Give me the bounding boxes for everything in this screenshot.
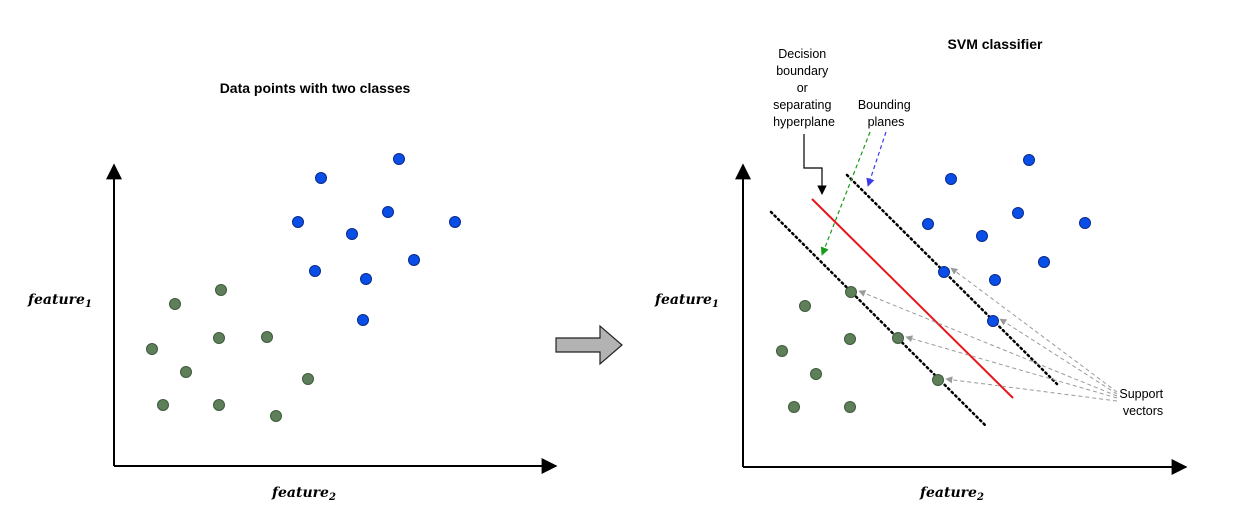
support-vector-pointers	[858, 267, 1118, 402]
support-vectors-label: Support vectors	[1119, 387, 1166, 418]
class-a-point	[357, 314, 369, 326]
bounding-plane-pointer-upper	[866, 131, 887, 187]
class-a-point	[346, 228, 358, 240]
class-b-point	[157, 399, 169, 411]
class-a-point	[393, 153, 405, 165]
left-axes	[106, 163, 558, 474]
class-a-point	[1023, 154, 1035, 166]
right-class-b-points	[776, 286, 944, 413]
class-a-point	[989, 274, 1001, 286]
right-x-axis-label: feature2	[919, 485, 984, 503]
class-a-point	[976, 230, 988, 242]
class-a-point	[408, 254, 420, 266]
class-b-point	[180, 366, 192, 378]
support-vector-pointer	[999, 318, 1118, 395]
class-a-point	[382, 206, 394, 218]
lower-bounding-plane	[769, 210, 988, 428]
support-vector-pointer	[945, 376, 1118, 402]
class-a-point	[1038, 256, 1050, 268]
class-a-point	[945, 173, 957, 185]
class-b-point	[169, 298, 181, 310]
class-a-point	[1079, 217, 1091, 229]
transform-arrow-icon	[555, 324, 623, 366]
support-vector-point	[987, 315, 999, 327]
class-a-point	[449, 216, 461, 228]
class-b-point	[844, 333, 856, 345]
right-panel-title: SVM classifier	[948, 36, 1043, 52]
right-axes	[735, 163, 1188, 475]
support-vector-point	[932, 374, 944, 386]
class-b-point	[270, 410, 282, 422]
upper-bounding-plane	[845, 173, 1059, 386]
class-b-point	[213, 332, 225, 344]
support-vector-pointer	[858, 290, 1118, 397]
right-class-a-points	[922, 154, 1091, 327]
class-b-point	[215, 284, 227, 296]
class-b-point	[844, 401, 856, 413]
left-y-axis-label: feature1	[27, 292, 92, 310]
right-panel: SVM classifier feature1 feature2	[654, 36, 1188, 503]
class-b-point	[302, 373, 314, 385]
decision-boundary-label: Decision boundary or separating hyperpla…	[773, 47, 835, 129]
class-b-point	[146, 343, 158, 355]
class-b-point	[261, 331, 273, 343]
class-b-point	[799, 300, 811, 312]
left-panel-title: Data points with two classes	[220, 80, 411, 96]
left-x-axis-label: feature2	[271, 485, 336, 503]
bounding-planes-label: Bounding planes	[858, 98, 914, 129]
class-b-point	[776, 345, 788, 357]
bounding-plane-pointer-lower	[820, 131, 871, 256]
support-vector-point	[892, 332, 904, 344]
support-vector-point	[938, 266, 950, 278]
decision-boundary-line	[811, 198, 1014, 399]
class-b-point	[788, 401, 800, 413]
decision-boundary-pointer	[803, 134, 827, 195]
support-vector-pointer	[950, 267, 1118, 393]
class-b-point	[213, 399, 225, 411]
left-class-a-points	[292, 153, 461, 326]
left-panel: Data points with two classes feature1 fe…	[27, 80, 558, 503]
class-b-point	[810, 368, 822, 380]
class-a-point	[315, 172, 327, 184]
class-a-point	[309, 265, 321, 277]
class-a-point	[922, 218, 934, 230]
class-a-point	[1012, 207, 1024, 219]
support-vector-pointer	[905, 335, 1118, 399]
right-y-axis-label: feature1	[654, 292, 719, 310]
class-a-point	[360, 273, 372, 285]
support-vector-point	[845, 286, 857, 298]
left-class-b-points	[146, 284, 314, 422]
class-a-point	[292, 216, 304, 228]
